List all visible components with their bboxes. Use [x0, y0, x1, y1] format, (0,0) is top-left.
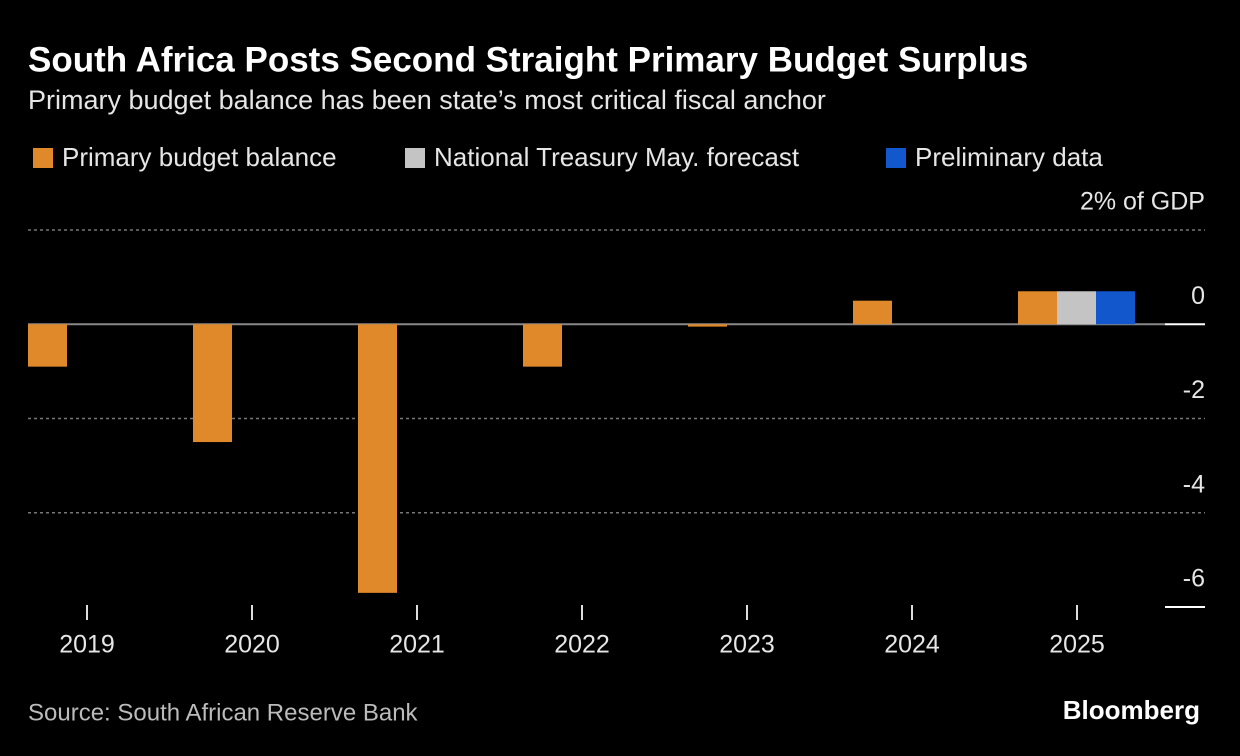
- legend-label: Preliminary data: [915, 142, 1103, 172]
- x-tick-label: 2020: [224, 631, 280, 659]
- chart-title: South Africa Posts Second Straight Prima…: [28, 40, 1028, 79]
- y-tick-label: -4: [1183, 470, 1205, 498]
- bar: [193, 324, 232, 443]
- bar: [358, 324, 397, 593]
- bar: [523, 324, 562, 367]
- x-tick-label: 2019: [59, 631, 115, 659]
- bar: [1096, 291, 1135, 325]
- y-tick-label: -6: [1183, 565, 1205, 593]
- x-tick-label: 2025: [1049, 631, 1105, 659]
- legend-swatch: [405, 148, 425, 168]
- x-tick-label: 2021: [389, 631, 445, 659]
- bar: [688, 324, 727, 327]
- chart-subtitle: Primary budget balance has been state’s …: [28, 85, 826, 115]
- bar: [1018, 291, 1057, 325]
- brand: Bloomberg: [1063, 695, 1200, 725]
- legend-label: Primary budget balance: [62, 142, 337, 172]
- y-tick-label: -2: [1183, 376, 1205, 404]
- y-tick-label: 0: [1191, 282, 1205, 310]
- bar: [28, 324, 67, 367]
- bar: [853, 300, 892, 325]
- legend-swatch: [33, 148, 53, 168]
- x-tick-label: 2022: [554, 631, 610, 659]
- legend-label: National Treasury May. forecast: [434, 142, 800, 172]
- x-tick-label: 2023: [719, 631, 775, 659]
- source: Source: South African Reserve Bank: [28, 699, 419, 726]
- x-tick-label: 2024: [884, 631, 940, 659]
- legend-swatch: [886, 148, 906, 168]
- bar: [1057, 291, 1096, 325]
- y-tick-label: 2% of GDP: [1080, 188, 1205, 216]
